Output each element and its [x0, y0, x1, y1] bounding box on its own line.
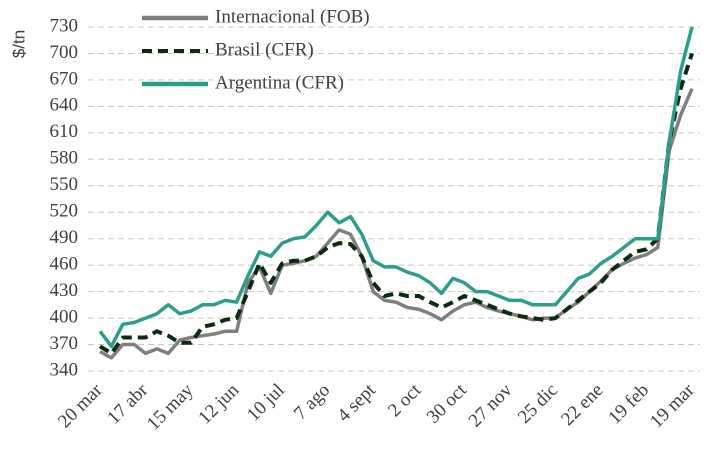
x-tick-label: 30 oct: [423, 379, 472, 428]
y-tick-label: 580: [50, 148, 79, 169]
x-tick-label: 22 ene: [557, 380, 607, 430]
x-tick-label: 7 ago: [290, 380, 334, 424]
x-tick-label: 27 nov: [465, 379, 517, 431]
series-line: [98, 26, 694, 349]
x-tick-label: 2 oct: [384, 379, 426, 421]
y-tick-label: 460: [50, 254, 79, 275]
series-line: [98, 52, 694, 356]
y-tick-label: 430: [50, 280, 79, 301]
y-tick-label: 700: [50, 42, 79, 63]
y-axis-label: $/tn: [9, 30, 28, 58]
x-tick-label: 4 sept: [333, 379, 380, 426]
x-tick-label: 10 jul: [243, 380, 289, 426]
series-line: [99, 88, 694, 360]
y-tick-label: 550: [50, 174, 79, 195]
y-tick-label: 610: [50, 121, 79, 142]
y-tick-label: 730: [50, 15, 79, 36]
y-tick-label: 670: [50, 68, 79, 89]
y-tick-label: 400: [50, 306, 79, 327]
x-tick-label: 12 jun: [194, 379, 243, 428]
legend-label: Internacional (FOB): [215, 6, 370, 27]
y-tick-label: 340: [50, 359, 79, 380]
x-tick-label: 20 mar: [54, 379, 107, 432]
x-tick-label: 19 mar: [646, 379, 699, 432]
y-tick-label: 640: [50, 95, 79, 116]
x-tick-label: 25 dic: [514, 380, 562, 428]
x-tick-label: 15 may: [143, 379, 198, 434]
x-tick-label: 19 feb: [604, 380, 653, 429]
legend-label: Brasil (CFR): [215, 39, 314, 60]
y-tick-label: 490: [50, 227, 79, 248]
legend-label: Argentina (CFR): [215, 72, 344, 93]
y-tick-label: 520: [50, 201, 79, 222]
y-tick-label: 370: [50, 333, 79, 354]
